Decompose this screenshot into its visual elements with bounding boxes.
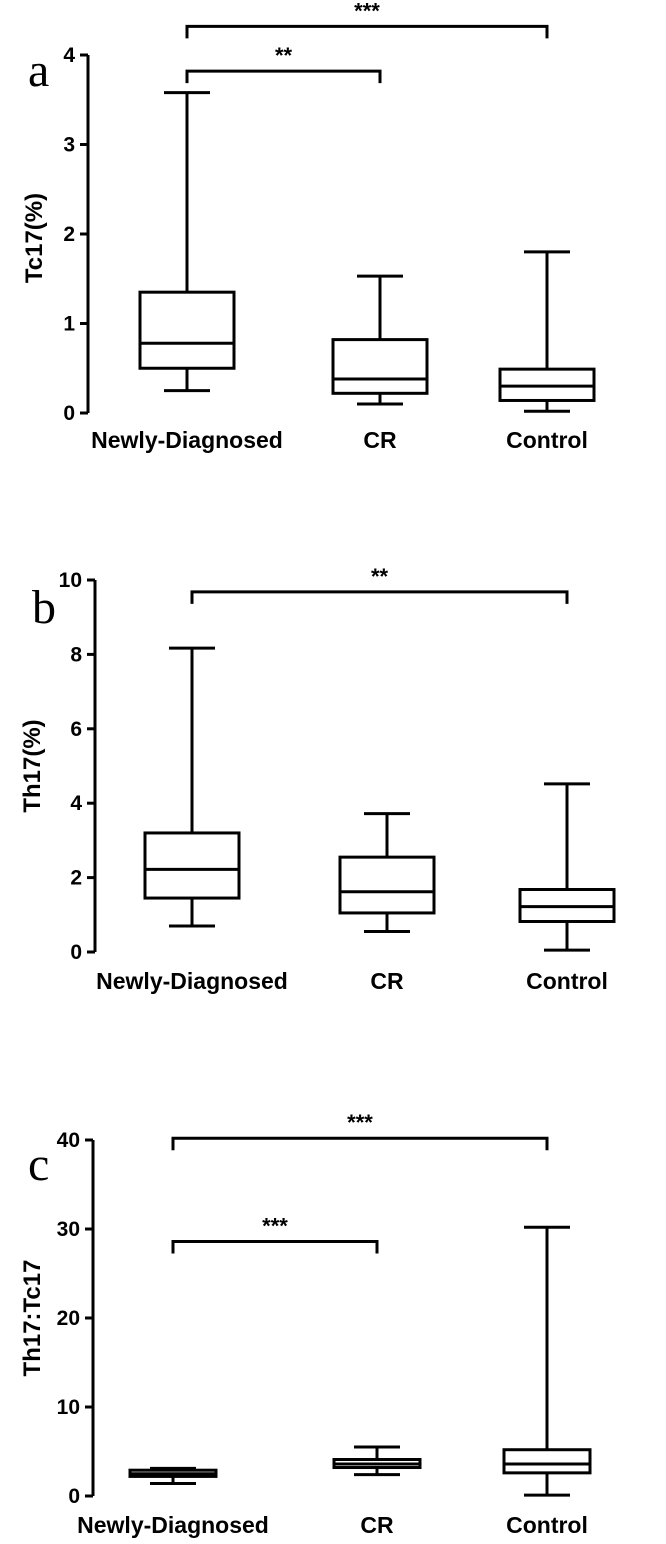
y-tick-label: 4 — [70, 792, 82, 815]
y-tick-label: 20 — [57, 1307, 80, 1330]
x-category-label: Control — [526, 968, 608, 994]
y-tick-label: 0 — [70, 941, 82, 964]
significance-label: *** — [262, 1213, 288, 1238]
y-tick-label: 30 — [57, 1218, 80, 1241]
panel-letter-c: c — [28, 1138, 49, 1191]
significance-bracket — [190, 590, 569, 604]
box-iqr — [143, 831, 241, 900]
significance-bracket — [185, 69, 382, 84]
significance-bracket — [171, 1239, 379, 1254]
y-axis-title: Th17:Tc17 — [19, 1260, 46, 1377]
y-tick-label: 10 — [59, 569, 82, 592]
y-tick-label: 40 — [57, 1129, 80, 1152]
y-tick-label: 1 — [63, 313, 75, 336]
significance-label: ** — [371, 564, 389, 589]
x-category-label: Newly-Diagnosed — [91, 427, 283, 453]
y-tick-label: 0 — [68, 1485, 80, 1508]
panel-letter-b: b — [32, 581, 56, 634]
y-tick-label: 6 — [70, 718, 82, 741]
y-tick-label: 10 — [57, 1396, 80, 1419]
x-category-label: Newly-Diagnosed — [96, 968, 288, 994]
significance-label: ** — [275, 43, 293, 68]
x-category-label: Control — [506, 1512, 588, 1538]
y-tick-label: 4 — [63, 44, 75, 67]
x-category-label: Control — [506, 427, 588, 453]
box-iqr — [338, 855, 436, 915]
y-axis-title: Th17(%) — [19, 719, 46, 812]
x-category-label: CR — [360, 1512, 394, 1538]
box-iqr — [138, 290, 236, 370]
y-tick-label: 8 — [70, 643, 82, 666]
box-iqr — [502, 1448, 592, 1475]
y-tick-label: 0 — [63, 402, 75, 425]
y-tick-label: 3 — [63, 134, 75, 157]
y-tick-label: 2 — [63, 223, 75, 246]
x-category-label: CR — [370, 968, 404, 994]
x-category-label: Newly-Diagnosed — [77, 1512, 269, 1538]
y-axis-title: Tc17(%) — [21, 193, 48, 283]
y-tick-label: 2 — [70, 867, 82, 890]
box-iqr — [331, 338, 429, 395]
significance-bracket — [171, 1136, 549, 1151]
significance-bracket — [185, 24, 549, 39]
x-category-label: CR — [363, 427, 397, 453]
panel-letter-a: a — [28, 44, 49, 97]
significance-label: *** — [347, 1110, 373, 1135]
significance-label: *** — [354, 0, 380, 23]
